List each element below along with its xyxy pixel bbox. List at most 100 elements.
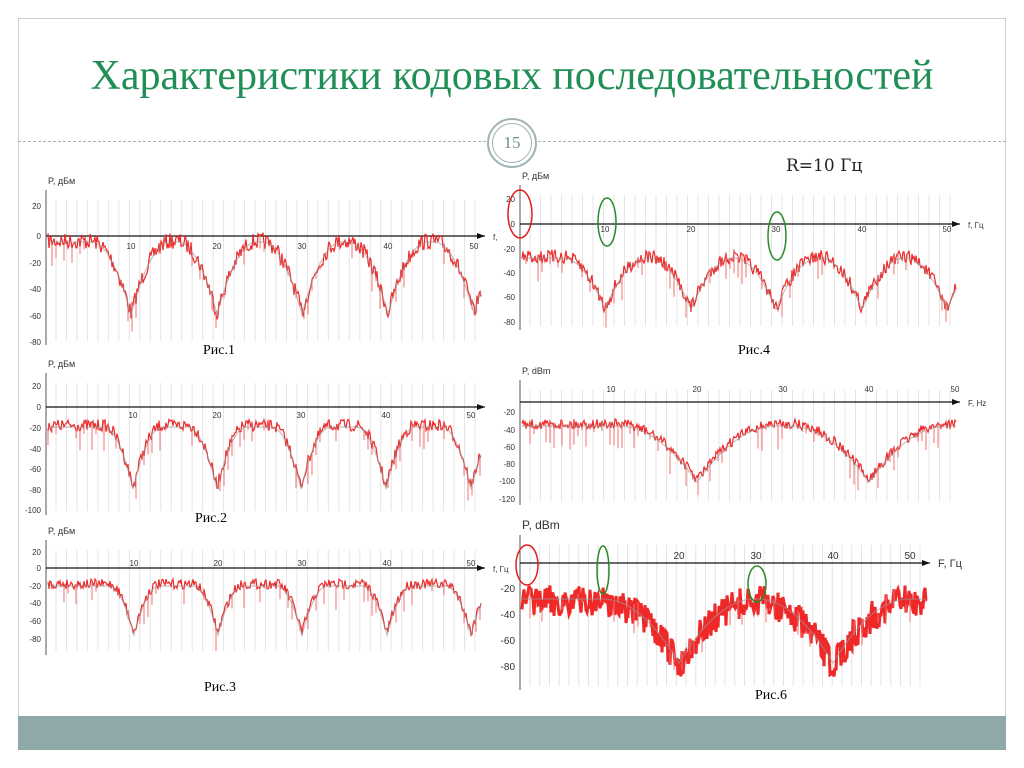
y-tick-label: -60 (503, 293, 515, 302)
y-tick-label: -60 (503, 443, 515, 452)
x-axis-label: F, Hz (968, 399, 986, 408)
caption-fig-1: Рис.1 (203, 343, 235, 358)
y-tick-label: -40 (29, 599, 41, 608)
y-axis-label: P, дБм (48, 526, 75, 536)
y-tick-label: -20 (29, 259, 41, 268)
y-tick-label: -20 (501, 584, 516, 595)
x-tick-label: 20 (213, 242, 222, 251)
caption-fig-2: Рис.2 (195, 511, 227, 526)
y-tick-label: -80 (29, 486, 41, 495)
x-tick-label: 50 (904, 551, 916, 562)
y-axis-label: P, dBm (522, 518, 560, 532)
y-tick-label: -80 (503, 460, 515, 469)
spectrum-mean (522, 598, 926, 665)
x-tick-label: 40 (827, 551, 839, 562)
x-tick-label: 40 (865, 385, 874, 394)
y-tick-label: -80 (501, 662, 516, 673)
page-number: 15 (492, 123, 532, 163)
x-axis-arrow (952, 399, 960, 405)
y-tick-label: -40 (29, 445, 41, 454)
red-marker-fig-4 (507, 189, 533, 239)
green-marker-fig-6a (596, 545, 610, 595)
x-tick-label: 20 (213, 411, 222, 420)
y-tick-label: -60 (29, 465, 41, 474)
caption-fig-4: Рис.4 (738, 343, 770, 358)
x-tick-label: 50 (470, 242, 479, 251)
x-tick-label: 10 (607, 385, 616, 394)
y-tick-label: -40 (29, 285, 41, 294)
x-axis-arrow (477, 404, 485, 410)
y-tick-label: -20 (503, 408, 515, 417)
y-tick-label: -100 (499, 477, 516, 486)
y-tick-label: -40 (501, 610, 516, 621)
x-tick-label: 30 (298, 242, 307, 251)
x-axis-arrow (922, 560, 930, 566)
x-tick-label: 40 (384, 242, 393, 251)
y-tick-label: -20 (29, 582, 41, 591)
y-tick-label: 0 (37, 403, 42, 412)
x-axis-label: f, Гц (493, 565, 509, 574)
y-tick-label: -40 (503, 426, 515, 435)
rate-label: R=10 Гц (786, 156, 863, 176)
y-axis-label: P, дБм (48, 176, 75, 186)
x-tick-label: 50 (467, 559, 476, 568)
y-tick-label: 20 (32, 548, 41, 557)
x-tick-label: 20 (693, 385, 702, 394)
x-tick-label: 10 (129, 411, 138, 420)
spectrum-mean (48, 585, 482, 638)
x-tick-label: 40 (383, 559, 392, 568)
x-tick-label: 10 (127, 242, 136, 251)
spectrum-mean (48, 241, 482, 317)
x-axis-arrow (477, 565, 485, 571)
green-marker-fig-4b (767, 211, 787, 261)
y-tick-label: -60 (29, 617, 41, 626)
page-number-badge: 15 (487, 118, 537, 168)
y-tick-label: -80 (29, 338, 41, 347)
y-tick-label: -60 (29, 312, 41, 321)
spectrum-mean (522, 425, 956, 484)
caption-fig-3: Рис.3 (204, 680, 236, 695)
x-axis-arrow (477, 233, 485, 239)
y-axis-label: P, дБм (522, 171, 549, 181)
y-tick-label: 0 (37, 564, 42, 573)
y-tick-label: 20 (32, 382, 41, 391)
x-axis-label: f, Гц (968, 221, 984, 230)
x-tick-label: 30 (779, 385, 788, 394)
y-tick-label: -80 (503, 318, 515, 327)
spectrum-trace (521, 417, 957, 483)
red-marker-fig-6 (515, 544, 539, 586)
green-marker-fig-6b (747, 565, 767, 603)
green-marker-fig-4a (597, 197, 617, 247)
y-axis-label: P, dBm (522, 366, 550, 376)
y-tick-label: -20 (503, 245, 515, 254)
x-axis-label: f, (493, 233, 497, 242)
slide-title: Характеристики кодовых последовательност… (90, 53, 934, 99)
x-tick-label: 10 (601, 225, 610, 234)
y-tick-label: -120 (499, 495, 516, 504)
x-tick-label: 50 (951, 385, 960, 394)
x-axis-label: F, Гц (938, 558, 963, 570)
y-tick-label: 0 (37, 232, 42, 241)
x-tick-label: 50 (467, 411, 476, 420)
y-tick-label: -100 (25, 506, 42, 515)
spectrum-mean (48, 426, 482, 490)
caption-fig-5-mask (730, 513, 840, 525)
y-tick-label: -20 (29, 424, 41, 433)
y-axis-label: P, дБм (48, 359, 75, 369)
x-tick-label: 20 (673, 551, 685, 562)
y-tick-label: -60 (501, 636, 516, 647)
y-tick-label: 20 (32, 202, 41, 211)
x-tick-label: 20 (687, 225, 696, 234)
x-tick-label: 40 (382, 411, 391, 420)
x-tick-label: 10 (130, 559, 139, 568)
x-tick-label: 40 (858, 225, 867, 234)
x-tick-label: 20 (214, 559, 223, 568)
footer-bar (18, 716, 1006, 750)
x-tick-label: 30 (297, 411, 306, 420)
x-tick-label: 30 (750, 551, 762, 562)
caption-fig-6: Рис.6 (755, 688, 787, 703)
y-tick-label: 0 (511, 220, 516, 229)
x-tick-label: 50 (943, 225, 952, 234)
x-axis-arrow (952, 221, 960, 227)
